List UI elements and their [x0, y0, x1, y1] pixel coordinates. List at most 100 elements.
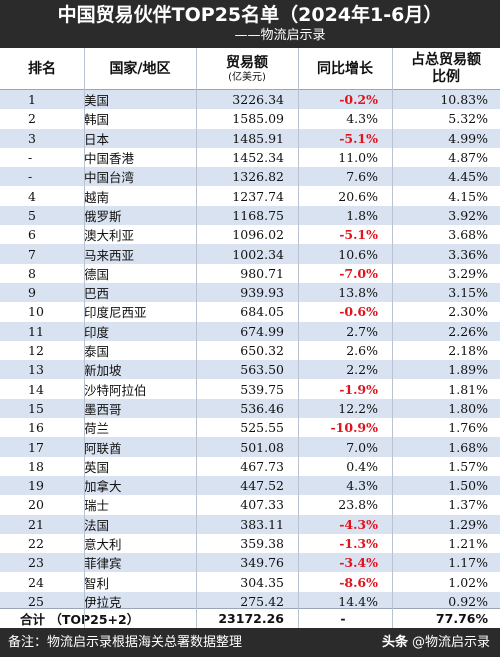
column-divider	[84, 48, 85, 628]
share-cell: 2.26%	[448, 323, 488, 339]
country-cell: 英国	[84, 459, 110, 475]
country-cell: 印度	[84, 324, 110, 340]
trade-cell: 447.52	[240, 478, 284, 494]
rank-cell: -	[28, 150, 33, 166]
total-yoy: -	[340, 611, 346, 626]
trade-cell: 275.42	[240, 593, 284, 609]
trade-cell: 501.08	[240, 439, 284, 455]
trade-cell: 563.50	[240, 362, 284, 378]
rank-cell: 7	[28, 246, 36, 262]
share-cell: 3.92%	[448, 207, 488, 223]
table-row: 6 澳大利亚 1096.02 -5.1% 3.68%	[0, 225, 500, 244]
table-row: 19 加拿大 447.52 4.3% 1.50%	[0, 476, 500, 496]
col-header-share-line1: 占总贸易额	[411, 52, 481, 68]
country-cell: 荷兰	[84, 421, 110, 437]
rank-cell: 1	[28, 92, 36, 108]
trade-cell: 1326.82	[232, 169, 284, 185]
trade-cell: 1096.02	[232, 227, 284, 243]
rank-cell: 25	[28, 593, 44, 609]
col-header-country: 国家/地区	[109, 60, 171, 77]
country-cell: 沙特阿拉伯	[84, 382, 147, 398]
total-share: 77.76%	[435, 611, 488, 626]
country-cell: 巴西	[84, 286, 110, 302]
rank-cell: -	[28, 169, 33, 185]
rank-cell: 6	[28, 227, 36, 243]
yoy-cell: -8.6%	[339, 574, 378, 590]
trade-cell: 650.32	[240, 343, 284, 359]
table-row: 1 美国 3226.34 -0.2% 10.83%	[0, 90, 500, 110]
country-cell: 泰国	[84, 344, 110, 360]
rank-cell: 4	[28, 188, 36, 204]
rank-cell: 22	[28, 536, 44, 552]
yoy-cell: 4.3%	[346, 111, 378, 127]
yoy-cell: 11.0%	[338, 150, 378, 166]
share-cell: 3.68%	[448, 227, 488, 243]
trade-cell: 304.35	[240, 574, 284, 590]
table-row: 24 智利 304.35 -8.6% 1.02%	[0, 573, 500, 592]
share-cell: 4.15%	[448, 188, 488, 204]
yoy-cell: 0.4%	[346, 458, 378, 474]
rank-cell: 16	[28, 420, 44, 436]
table-row: 5 俄罗斯 1168.75 1.8% 3.92%	[0, 205, 500, 226]
country-cell: 韩国	[84, 112, 110, 128]
rank-cell: 24	[28, 574, 44, 590]
table-row: 17 阿联酋 501.08 7.0% 1.68%	[0, 437, 500, 457]
share-cell: 2.18%	[448, 343, 488, 359]
country-cell: 阿联酋	[84, 440, 122, 456]
share-cell: 1.21%	[448, 536, 488, 552]
share-cell: 1.80%	[448, 400, 488, 416]
trade-cell: 939.93	[240, 285, 284, 301]
table-row: 25 伊拉克 275.42 14.4% 0.92%	[0, 591, 500, 612]
yoy-cell: 2.7%	[346, 323, 378, 339]
share-cell: 0.92%	[448, 593, 488, 609]
trade-cell: 359.38	[240, 536, 284, 552]
country-cell: 俄罗斯	[84, 208, 122, 224]
share-cell: 1.02%	[448, 574, 488, 590]
country-cell: 新加坡	[84, 363, 122, 379]
yoy-cell: 10.6%	[338, 246, 378, 262]
country-cell: 中国香港	[84, 151, 135, 167]
col-header-share-line2: 比例	[432, 69, 460, 85]
share-cell: 2.30%	[448, 304, 488, 320]
country-cell: 越南	[84, 189, 110, 205]
yoy-cell: 13.8%	[338, 285, 378, 301]
yoy-cell: 2.6%	[346, 343, 378, 359]
yoy-cell: -5.1%	[339, 227, 378, 243]
table-row: - 中国台湾 1326.82 7.6% 4.45%	[0, 167, 500, 187]
rank-cell: 10	[28, 304, 44, 320]
rank-cell: 3	[28, 130, 36, 146]
rank-cell: 8	[28, 265, 36, 281]
share-cell: 1.68%	[448, 439, 488, 455]
table-row: 22 意大利 359.38 -1.3% 1.21%	[0, 534, 500, 553]
share-cell: 3.29%	[448, 265, 488, 281]
share-cell: 1.17%	[448, 555, 488, 571]
yoy-cell: 4.3%	[346, 478, 378, 494]
country-cell: 中国台湾	[84, 170, 135, 186]
table-row: 10 印度尼西亚 684.05 -0.6% 2.30%	[0, 302, 500, 321]
trade-cell: 1002.34	[232, 246, 284, 262]
country-cell: 美国	[84, 93, 110, 109]
country-cell: 伊拉克	[84, 594, 122, 610]
rank-cell: 14	[28, 381, 44, 397]
table-row: 16 荷兰 525.55 -10.9% 1.76%	[0, 418, 500, 437]
table-row: 15 墨西哥 536.46 12.2% 1.80%	[0, 398, 500, 419]
table-row: - 中国香港 1452.34 11.0% 4.87%	[0, 148, 500, 167]
yoy-cell: -3.4%	[339, 555, 378, 571]
country-cell: 墨西哥	[84, 401, 122, 417]
footer-note: 备注：物流启示录根据海关总署数据整理	[8, 635, 243, 650]
table-row: 8 德国 980.71 -7.0% 3.29%	[0, 264, 500, 283]
rank-cell: 5	[28, 207, 36, 223]
table-row: 11 印度 674.99 2.7% 2.26%	[0, 321, 500, 341]
rank-cell: 2	[28, 111, 36, 127]
yoy-cell: 12.2%	[338, 400, 378, 416]
rank-cell: 11	[28, 323, 44, 339]
title-banner: 中国贸易伙伴TOP25名单（2024年1-6月） ——物流启示录	[0, 0, 500, 48]
col-header-share: 占总贸易额 比例	[392, 48, 500, 90]
country-cell: 法国	[84, 517, 110, 533]
table-header: 排名 国家/地区 贸易额 (亿美元) 同比增长 占总贸易额 比例	[0, 48, 500, 90]
trade-cell: 1452.34	[232, 150, 284, 166]
share-cell: 3.15%	[448, 285, 488, 301]
country-cell: 意大利	[84, 537, 122, 553]
footer-banner: 备注：物流启示录根据海关总署数据整理 头条 @物流启示录	[0, 628, 500, 657]
trade-cell: 3226.34	[232, 92, 284, 108]
